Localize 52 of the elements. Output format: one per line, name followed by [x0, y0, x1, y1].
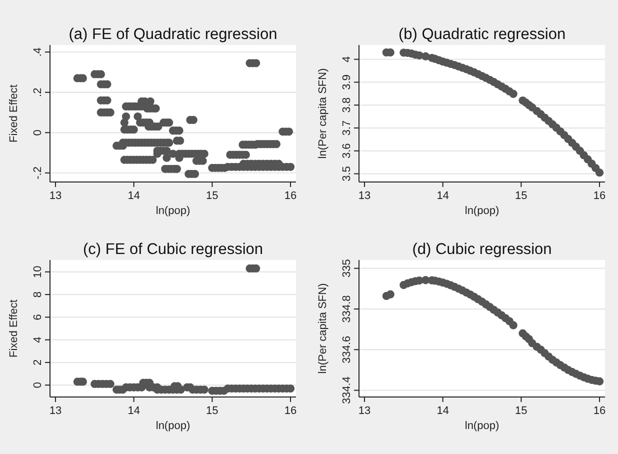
y-tick-label: 3.7 — [341, 120, 353, 136]
y-tick-label: 334.8 — [341, 295, 353, 323]
x-tick-label: 15 — [515, 405, 528, 417]
y-tick-label: 3.6 — [341, 143, 353, 159]
y-axis-title: ln(Per capita SFN) — [317, 68, 329, 159]
x-tick-label: 16 — [284, 190, 297, 202]
y-tick-label: 0 — [32, 130, 44, 136]
x-tick-label: 16 — [593, 190, 606, 202]
y-tick-label: .2 — [32, 88, 44, 97]
x-tick-label: 14 — [436, 190, 449, 202]
point — [509, 90, 518, 98]
y-tick-label: 0 — [32, 382, 44, 388]
x-tick-label: 16 — [593, 405, 606, 417]
x-axis-title: ln(pop) — [156, 420, 190, 432]
y-tick-label: 4 — [341, 56, 353, 62]
x-tick-label: 15 — [206, 190, 218, 202]
y-axis-title: Fixed Effect — [8, 84, 20, 142]
y-tick-label: 10 — [32, 266, 44, 278]
y-tick-label: 3.9 — [341, 74, 353, 90]
point — [509, 321, 518, 330]
y-tick-label: 3.8 — [341, 97, 353, 113]
point — [386, 290, 394, 298]
x-axis-title: ln(pop) — [464, 205, 500, 217]
x-axis-title: ln(pop) — [464, 420, 500, 432]
x-tick-label: 13 — [49, 190, 62, 202]
y-axis-title: ln(Per capita SFN) — [317, 283, 329, 374]
y-tick-label: 4 — [32, 336, 44, 343]
chart-title: (b) Quadratic regression — [398, 26, 566, 43]
y-tick-label: 2 — [32, 359, 44, 366]
chart-title: (c) FE of Cubic regression — [82, 241, 264, 258]
y-tick-label: 334.6 — [341, 336, 353, 364]
chart-title: (a) FE of Quadratic regression — [68, 26, 278, 43]
x-tick-label: 16 — [284, 405, 297, 417]
x-tick-label: 13 — [358, 405, 371, 417]
y-axis-title: Fixed Effect — [8, 300, 20, 358]
y-tick-label: 335 — [341, 259, 353, 278]
y-tick-label: 334.4 — [341, 376, 353, 404]
x-axis-title: ln(pop) — [156, 205, 190, 217]
x-tick-label: 14 — [128, 190, 140, 202]
x-tick-label: 15 — [515, 190, 528, 202]
y-tick-label: -.2 — [32, 166, 44, 180]
x-tick-label: 13 — [49, 405, 62, 417]
point — [595, 168, 604, 177]
y-tick-label: .4 — [32, 47, 44, 57]
y-tick-label: 3.5 — [341, 166, 353, 182]
x-tick-label: 15 — [206, 405, 218, 417]
x-tick-label: 14 — [436, 405, 449, 417]
x-tick-label: 14 — [128, 405, 140, 417]
chart-title: (d) Cubic regression — [412, 241, 552, 258]
x-tick-label: 13 — [358, 190, 371, 202]
y-tick-label: 6 — [32, 314, 44, 320]
y-tick-label: 8 — [32, 291, 44, 298]
